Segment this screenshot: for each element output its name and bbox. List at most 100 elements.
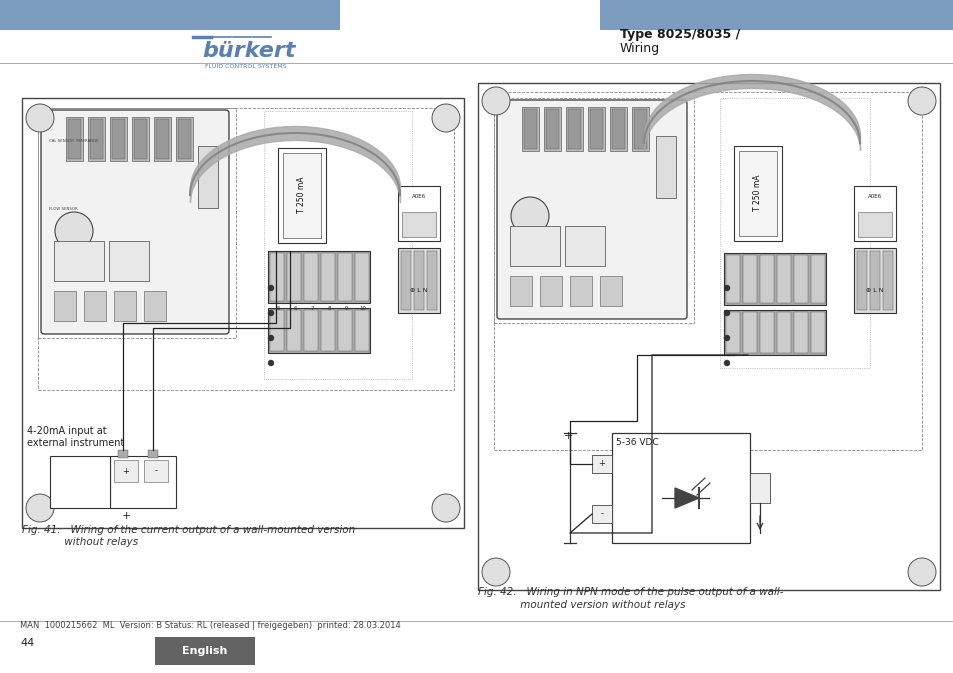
Circle shape xyxy=(481,87,510,115)
Circle shape xyxy=(723,360,729,366)
Text: English: English xyxy=(182,646,228,656)
Bar xyxy=(401,212,436,237)
Text: -: - xyxy=(154,466,157,476)
FancyBboxPatch shape xyxy=(41,110,229,334)
Bar xyxy=(113,291,136,321)
Bar xyxy=(38,108,235,338)
Bar xyxy=(113,460,138,482)
Circle shape xyxy=(26,494,54,522)
Text: A0E6: A0E6 xyxy=(412,194,426,199)
Text: 8: 8 xyxy=(327,306,331,311)
Text: MAN  1000215662  ML  Version: B Status: RL (released | freigegeben)  printed: 28: MAN 1000215662 ML Version: B Status: RL … xyxy=(20,621,400,630)
Bar xyxy=(112,119,125,159)
Bar xyxy=(400,251,411,310)
Bar xyxy=(599,0,953,30)
Bar xyxy=(144,460,168,482)
Bar xyxy=(268,251,370,303)
Bar xyxy=(853,186,895,241)
Bar xyxy=(543,107,560,151)
Bar xyxy=(133,119,147,159)
Circle shape xyxy=(907,558,935,586)
Text: A0E6: A0E6 xyxy=(867,194,882,199)
Text: T 250 mA: T 250 mA xyxy=(297,177,306,213)
Bar xyxy=(569,276,592,306)
Bar xyxy=(521,107,538,151)
Bar xyxy=(397,186,439,241)
Bar xyxy=(587,107,604,151)
Bar xyxy=(545,109,558,149)
Bar xyxy=(723,310,825,355)
Bar xyxy=(66,117,83,161)
Bar xyxy=(857,212,891,237)
Bar xyxy=(118,450,128,458)
Circle shape xyxy=(907,87,935,115)
Bar xyxy=(270,310,284,351)
Bar xyxy=(592,455,612,473)
Circle shape xyxy=(723,285,729,291)
Bar xyxy=(723,253,825,305)
Bar xyxy=(264,111,412,379)
Bar xyxy=(0,0,339,30)
Bar xyxy=(283,153,320,238)
Bar xyxy=(810,312,824,353)
Bar xyxy=(178,119,191,159)
Circle shape xyxy=(26,104,54,132)
Bar xyxy=(414,251,423,310)
Bar xyxy=(565,107,582,151)
Bar xyxy=(853,248,895,313)
Text: bürkert: bürkert xyxy=(202,41,295,61)
Text: +: + xyxy=(121,511,131,521)
Bar xyxy=(477,83,939,590)
Bar xyxy=(84,291,106,321)
Text: ⊕ L N: ⊕ L N xyxy=(865,288,882,293)
Bar xyxy=(612,109,624,149)
Text: Wiring: Wiring xyxy=(619,42,659,55)
Text: 44: 44 xyxy=(20,638,34,648)
Bar xyxy=(760,312,773,353)
Bar xyxy=(564,226,604,266)
Bar xyxy=(397,248,439,313)
Text: +: + xyxy=(598,460,605,468)
Text: -: - xyxy=(599,509,603,518)
Bar xyxy=(634,109,646,149)
Bar xyxy=(539,276,561,306)
Bar xyxy=(725,255,740,303)
Text: 5: 5 xyxy=(276,306,279,311)
Bar xyxy=(494,98,693,323)
Bar xyxy=(510,226,559,266)
Text: Fig. 41:   Wiring of the current output of a wall-mounted version: Fig. 41: Wiring of the current output of… xyxy=(22,525,355,535)
Bar xyxy=(760,255,773,303)
Bar xyxy=(725,312,740,353)
Bar xyxy=(589,109,602,149)
Bar xyxy=(810,255,824,303)
Bar xyxy=(38,108,454,390)
Bar xyxy=(110,456,175,508)
Circle shape xyxy=(268,360,274,366)
Bar xyxy=(355,253,369,301)
Bar xyxy=(156,119,169,159)
Circle shape xyxy=(723,310,729,316)
Bar xyxy=(54,291,76,321)
Bar xyxy=(599,276,621,306)
Bar xyxy=(148,450,158,458)
Bar xyxy=(869,251,879,310)
Bar xyxy=(856,251,866,310)
Bar xyxy=(720,98,869,368)
Bar xyxy=(68,119,81,159)
Text: 5-36 VDC: 5-36 VDC xyxy=(616,438,658,447)
Text: external instrument: external instrument xyxy=(27,438,124,448)
Text: FLOW SENSOR: FLOW SENSOR xyxy=(49,207,77,211)
Circle shape xyxy=(268,285,274,291)
Circle shape xyxy=(268,335,274,341)
Text: +: + xyxy=(122,466,130,476)
Circle shape xyxy=(55,212,92,250)
Text: ⊕ L N: ⊕ L N xyxy=(410,288,427,293)
Bar xyxy=(320,310,335,351)
Text: CAL SENSOR  MIN/RANGE: CAL SENSOR MIN/RANGE xyxy=(49,139,98,143)
Bar xyxy=(355,310,369,351)
Circle shape xyxy=(723,335,729,341)
Bar xyxy=(631,107,648,151)
Bar xyxy=(153,117,171,161)
Bar xyxy=(567,109,580,149)
Bar xyxy=(523,109,537,149)
